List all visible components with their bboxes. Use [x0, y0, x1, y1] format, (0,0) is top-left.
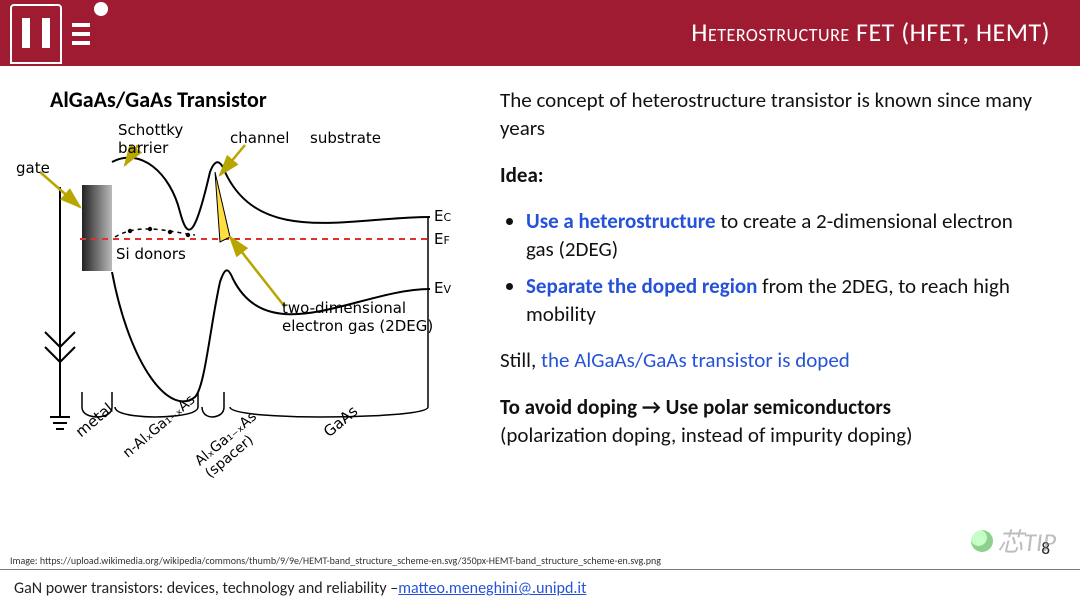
slide-body: AlGaAs/GaAs Transistor: [0, 66, 1080, 569]
label-twodeg: two-dimensional electron gas (2DEG): [282, 299, 433, 335]
diagram-title: AlGaAs/GaAs Transistor: [50, 86, 480, 113]
idea-label: Idea:: [500, 161, 1040, 189]
logo-bars-icon: [72, 23, 90, 45]
left-column: AlGaAs/GaAs Transistor: [0, 66, 490, 569]
label-gate: gate: [16, 159, 50, 177]
slide-footer: GaN power transistors: devices, technolo…: [0, 569, 1080, 607]
twodeg-arrow: [230, 237, 285, 307]
idea-bullets: Use a heterostructure to create a 2-dime…: [500, 207, 1040, 328]
footer-text: GaN power transistors: devices, technolo…: [14, 579, 398, 598]
channel-arrow: [220, 145, 245, 175]
label-ev: EV: [434, 279, 451, 297]
label-ec: EC: [434, 207, 451, 225]
right-column: The concept of heterostructure transisto…: [490, 66, 1080, 569]
logo-dot-icon: [94, 2, 108, 16]
label-substrate: substrate: [310, 129, 381, 147]
label-schottky: Schottky barrier: [118, 121, 183, 157]
label-si-donors: Si donors: [116, 245, 186, 263]
gate-metal: [82, 185, 112, 271]
wechat-icon: [971, 530, 993, 552]
avoid-line: To avoid doping → Use polar semiconducto…: [500, 393, 1040, 450]
bullet-1: Use a heterostructure to create a 2-dime…: [526, 207, 1040, 264]
logo-seal-icon: [10, 4, 62, 64]
footer-email-link[interactable]: matteo.meneghini@.unipd.it: [398, 579, 586, 598]
bullet-2: Separate the doped region from the 2DEG,…: [526, 272, 1040, 329]
intro-text: The concept of heterostructure transisto…: [500, 86, 1040, 143]
watermark: 芯TIP: [971, 522, 1056, 559]
band-diagram: gate Schottky barrier channel substrate …: [20, 117, 480, 497]
image-source-line: Image: https://upload.wikimedia.org/wiki…: [10, 554, 661, 567]
si-donors-line: [115, 229, 195, 237]
still-line: Still, the AlGaAs/GaAs transistor is dop…: [500, 346, 1040, 374]
university-logo: [10, 4, 90, 64]
twodeg-well: [215, 172, 230, 242]
label-ef: EF: [434, 230, 450, 248]
slide-title: Heterostructure FET (HFET, HEMT): [691, 16, 1050, 48]
ec-curve: [112, 158, 430, 230]
label-channel: channel: [230, 129, 289, 147]
slide-header: Heterostructure FET (HFET, HEMT): [0, 0, 1080, 66]
